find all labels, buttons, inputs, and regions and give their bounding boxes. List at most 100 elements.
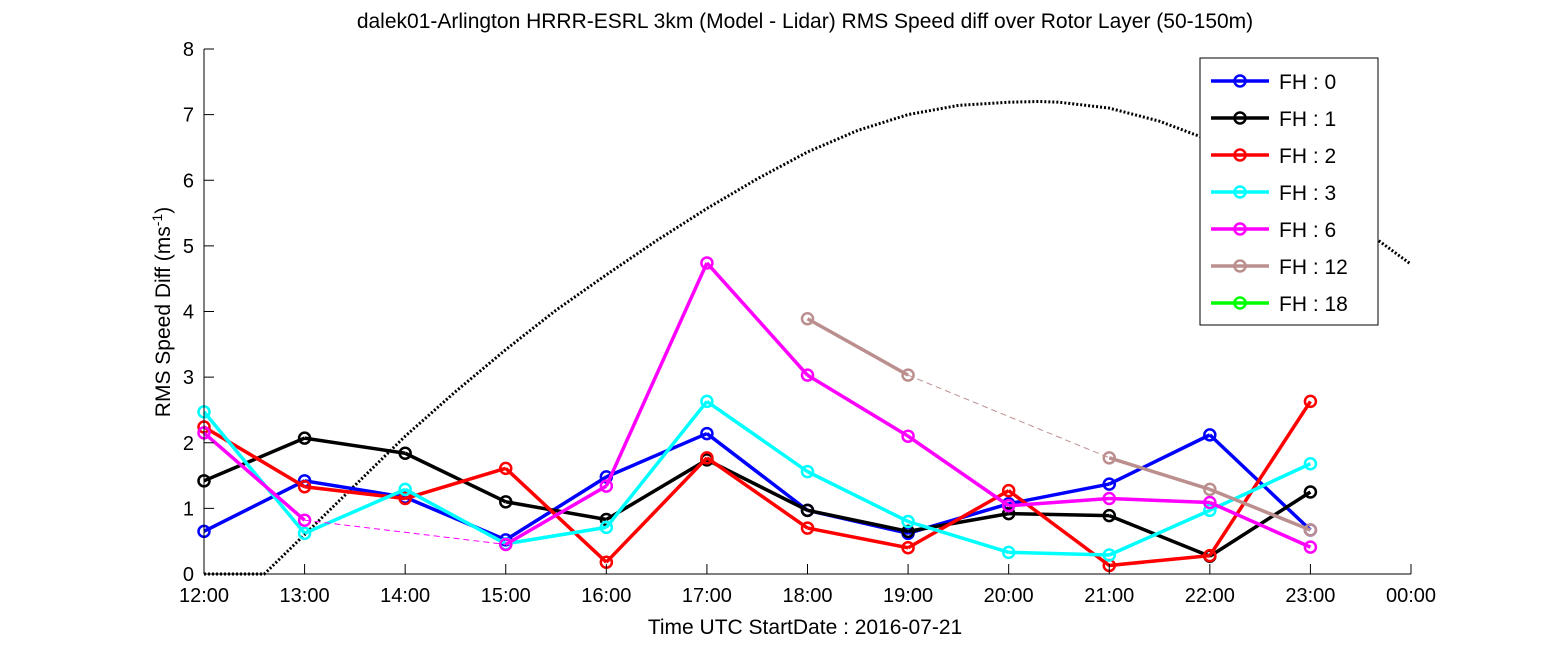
y-tick-label: 3: [183, 367, 194, 389]
series-4-point: [1303, 540, 1318, 554]
series-2-point: [398, 491, 412, 506]
series-4-segment: [1209, 500, 1312, 549]
legend-label: FH : 2: [1279, 145, 1336, 168]
series-0-point: [700, 426, 714, 441]
series-2-point: [800, 521, 815, 535]
x-tick-label: 18:00: [782, 585, 832, 607]
y-axis-label-close: ): [152, 207, 175, 214]
series-4-point: [1203, 495, 1217, 510]
legend: FH : 0 FH : 1 FH : 2 FH : 3 FH : 6 FH : 12 FH …: [1199, 57, 1379, 326]
legend-label: FH : 3: [1279, 182, 1336, 205]
legend-label: FH : 1: [1279, 108, 1336, 131]
series-5-point: [800, 311, 815, 326]
reference-curve: [204, 99, 1412, 576]
series-3-segment: [1108, 508, 1211, 557]
series-3-point: [1001, 545, 1016, 560]
series-0-segment: [705, 432, 809, 512]
series-1-segment: [1008, 511, 1110, 518]
series-5: [800, 311, 1318, 537]
legend-swatch-marker: [1233, 296, 1247, 310]
legend-item-0: FH : 0: [1211, 71, 1336, 94]
legend-item-3: FH : 3: [1211, 182, 1336, 205]
series-1-segment: [605, 458, 708, 522]
axes: 0 1 2 3 4 5 6 7 8 12:00 13:00 14:00 15:00 16:00 17:00 1…: [179, 39, 1436, 607]
y-axis-label-superscript: -1: [149, 214, 165, 227]
x-tick-label: 22:00: [1185, 585, 1235, 607]
series-2-point: [1303, 394, 1318, 409]
y-tick-label: 7: [183, 105, 194, 127]
series-2-point: [901, 541, 915, 555]
legend-label: FH : 18: [1279, 293, 1348, 316]
series-5-gap-segment: [907, 374, 1110, 459]
series-1-point: [297, 431, 312, 445]
series-3-point: [398, 482, 412, 497]
series-4-point: [700, 256, 714, 270]
x-tick-label: 13:00: [280, 585, 330, 607]
series-4-point: [800, 368, 815, 382]
series-1: [197, 431, 1318, 564]
x-axis-label: Time UTC StartDate : 2016-07-21: [648, 616, 962, 639]
legend-item-2: FH : 2: [1211, 145, 1336, 168]
series-1-point: [499, 495, 513, 509]
series-4-point: [297, 513, 312, 527]
legend-swatch-marker: [1233, 148, 1247, 162]
y-tick-label: 4: [183, 302, 194, 324]
series-5-point: [1303, 523, 1318, 537]
legend-label: FH : 12: [1279, 256, 1348, 279]
series-3-point: [599, 520, 614, 535]
series-2-segment: [705, 456, 809, 530]
series-2-segment: [1208, 400, 1312, 557]
legend-swatch-marker: [1233, 222, 1247, 236]
series-4-point: [1001, 499, 1016, 513]
series-2-point: [297, 479, 312, 494]
series-1-segment: [807, 508, 909, 534]
x-tick-label: 14:00: [380, 585, 430, 607]
x-tick-label: 19:00: [883, 585, 933, 607]
series-3-point: [1102, 548, 1116, 562]
x-tick-label: 12:00: [179, 585, 229, 607]
y-tick-label: 2: [183, 433, 194, 455]
series-2-segment: [605, 456, 709, 564]
series-4-gap-segment: [304, 519, 506, 545]
legend-item-1: FH : 1: [1211, 108, 1336, 131]
series-3-point: [1203, 503, 1217, 518]
series-1-point: [398, 446, 412, 460]
series-1-point: [1303, 485, 1318, 499]
series-4-segment: [1008, 496, 1110, 508]
series-2-point: [499, 461, 513, 476]
series-4-point: [1102, 491, 1116, 506]
series-4-point: [499, 537, 513, 552]
x-tick-label: 15:00: [481, 585, 531, 607]
x-tick-label: 17:00: [682, 585, 732, 607]
series-3-segment: [505, 525, 607, 546]
x-tick-label: 20:00: [984, 585, 1034, 607]
series-4-segment: [202, 431, 306, 522]
series-3-segment: [705, 399, 809, 474]
legend-swatch-marker: [1233, 185, 1247, 199]
series-3-segment: [404, 487, 507, 546]
series-3-segment: [303, 487, 406, 535]
series-2-point: [1203, 548, 1217, 563]
series-4-segment: [1109, 496, 1210, 505]
series-1-point: [1001, 506, 1016, 521]
series-1-segment: [203, 436, 306, 483]
series-1-point: [1102, 508, 1116, 523]
legend-item-5: FH : 12: [1211, 256, 1348, 279]
series-0-segment: [304, 479, 406, 499]
series-2-segment: [807, 526, 909, 550]
series-2-point: [700, 451, 714, 465]
series-3-point: [700, 394, 714, 409]
legend-label: FH : 6: [1279, 219, 1336, 242]
series-3-segment: [202, 410, 306, 535]
x-tick-label: 21:00: [1084, 585, 1134, 607]
series-0-segment: [203, 479, 306, 533]
series-1-segment: [907, 511, 1009, 534]
y-tick-label: 6: [183, 170, 194, 192]
series-4-segment: [504, 484, 608, 546]
series-5-segment: [806, 317, 909, 377]
series-0-segment: [1208, 433, 1312, 532]
series-1-point: [800, 503, 815, 518]
series-1-segment: [1108, 513, 1211, 558]
series-5-point: [901, 368, 915, 382]
